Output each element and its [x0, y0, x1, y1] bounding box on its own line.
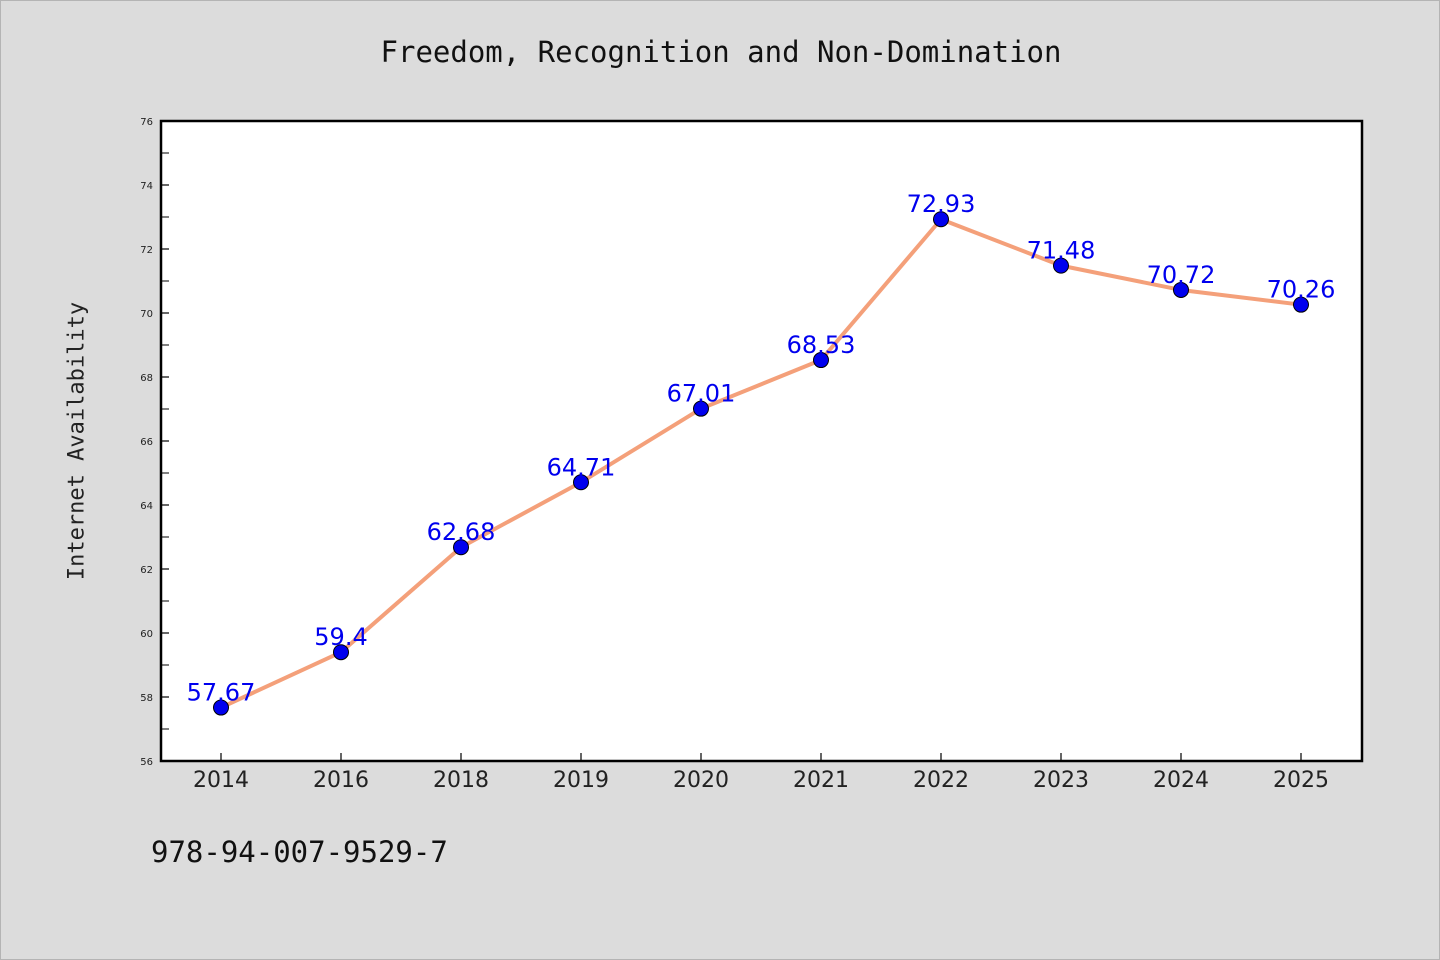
y-tick-label: 58	[140, 693, 153, 704]
x-tick-label: 2023	[1033, 768, 1089, 793]
data-point	[453, 539, 469, 556]
footnote-isbn: 978-94-007-9529-7	[151, 835, 448, 869]
data-point	[333, 644, 349, 661]
y-tick-label: 56	[140, 757, 153, 768]
data-point	[1173, 281, 1189, 298]
x-tick-label: 2020	[673, 768, 729, 793]
y-tick-label: 72	[140, 245, 153, 256]
data-label: 62.68	[427, 518, 496, 546]
y-tick-label: 76	[140, 117, 153, 128]
y-tick-label: 74	[140, 181, 153, 192]
data-label: 57.67	[187, 679, 256, 707]
y-tick-label: 64	[140, 501, 153, 512]
data-label: 59.4	[314, 623, 367, 651]
x-axis: 2014 2016 2018 2019 2020 2021 2022 2023 2024 2025	[193, 753, 1329, 793]
plot-area	[159, 119, 1364, 763]
data-point	[213, 699, 229, 716]
x-tick-label: 2024	[1153, 768, 1209, 793]
series-line	[219, 217, 1303, 710]
data-label: 68.53	[787, 331, 856, 359]
data-label: 72.93	[907, 190, 976, 218]
x-tick-label: 2014	[193, 768, 249, 793]
chart-title: Freedom, Recognition and Non-Domination	[380, 35, 1062, 69]
x-tick-label: 2016	[313, 768, 369, 793]
data-point	[813, 352, 829, 369]
y-tick-label: 70	[140, 309, 153, 320]
data-point	[693, 400, 709, 417]
data-point	[933, 211, 949, 228]
y-axis: 56 58 60 62 64 66 68 70 72 74 76	[140, 117, 169, 768]
data-label: 64.71	[547, 453, 616, 481]
x-tick-label: 2022	[913, 768, 969, 793]
y-tick-label: 60	[140, 629, 153, 640]
x-tick-label: 2019	[553, 768, 609, 793]
x-tick-label: 2025	[1273, 768, 1329, 793]
series-group: 57.67 59.4 62.68 64.71 67.01 68.53 72.93 71.48 7…	[187, 190, 1336, 716]
y-tick-label: 68	[140, 373, 153, 384]
x-tick-label: 2021	[793, 768, 849, 793]
data-point	[1053, 257, 1069, 274]
data-point	[1293, 296, 1309, 313]
data-label: 70.26	[1267, 276, 1336, 304]
x-tick-label: 2018	[433, 768, 489, 793]
data-label: 67.01	[667, 380, 736, 408]
y-tick-label: 66	[140, 437, 153, 448]
data-label: 70.72	[1147, 261, 1216, 289]
y-tick-label: 62	[140, 565, 153, 576]
data-label: 71.48	[1027, 237, 1096, 265]
data-point	[573, 474, 589, 491]
